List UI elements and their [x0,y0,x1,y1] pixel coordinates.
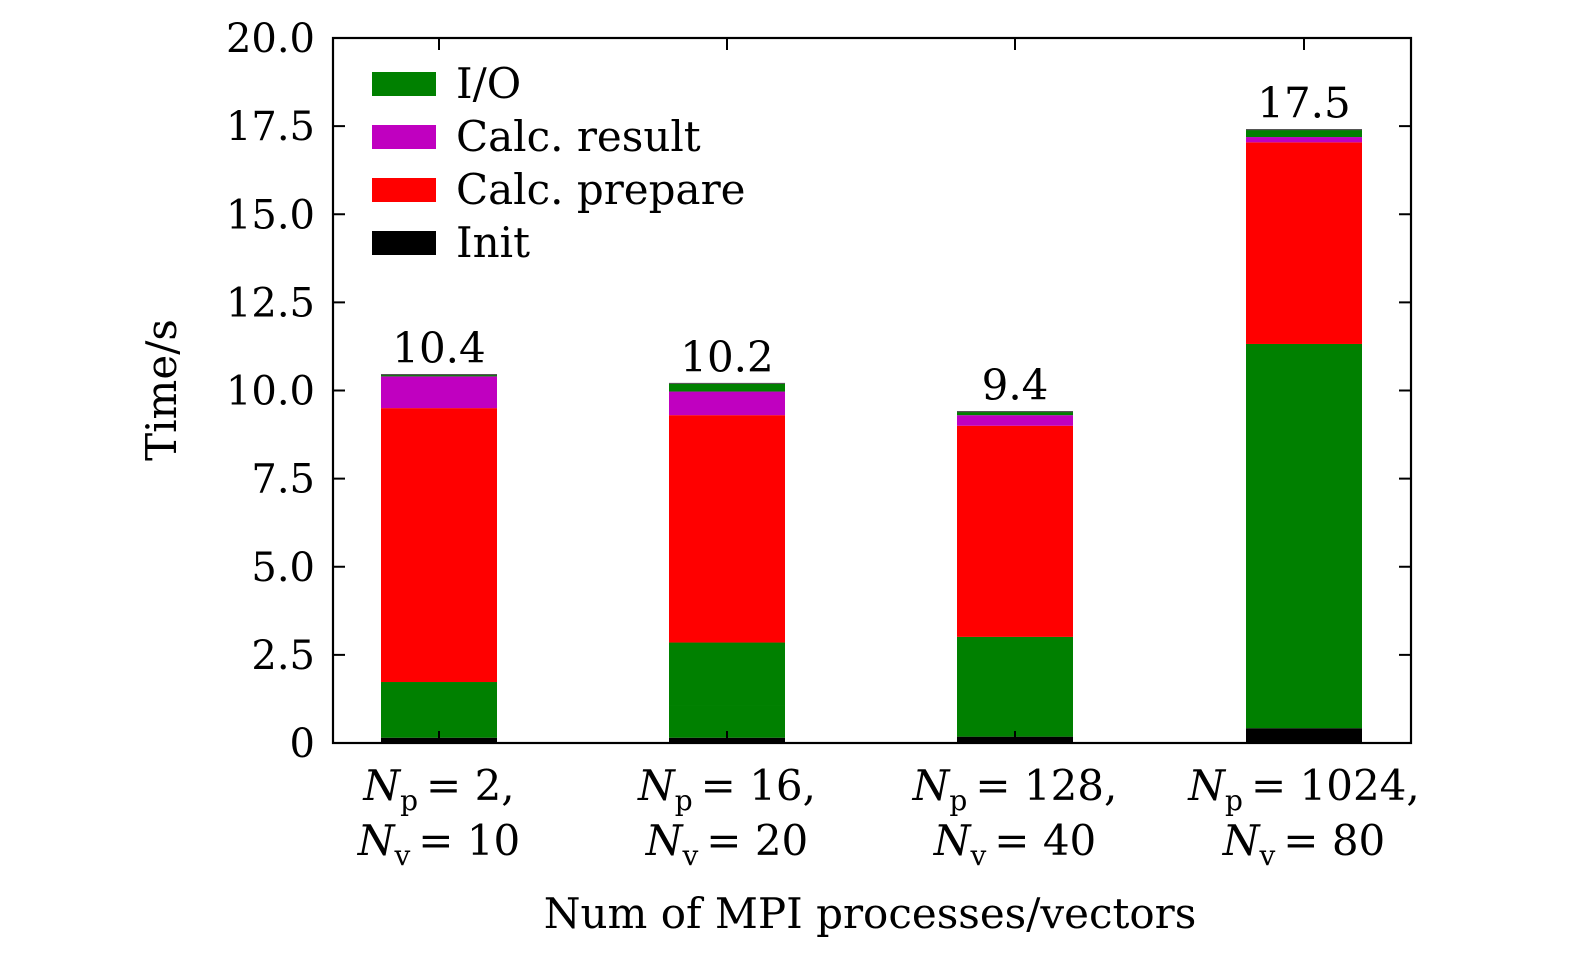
category-value: = 20 [706,816,808,865]
category-subscript: v [1258,839,1275,872]
bar-segment-calc-result-1 [669,391,785,416]
bar-segment-i-o-0 [381,374,497,377]
bar-segment-i-o-3 [1246,343,1362,729]
bar-segment-i-o-1 [669,642,785,706]
legend-label: Calc. result [456,112,701,161]
category-subscript: v [969,839,986,872]
category-subscript: p [1225,784,1243,817]
category-value: = 2, [426,761,515,810]
bar-segment-i-o-1 [669,383,785,392]
category-symbol: N [362,761,401,810]
bar-segment-calc-prepare-0 [381,408,497,683]
bar-segment-calc-prepare-1 [669,415,785,643]
category-symbol: N [357,816,396,865]
category-symbol: N [912,761,951,810]
x-category-label-np: Np = 2, [362,761,514,817]
category-symbol: N [637,761,676,810]
category-value: = 80 [1283,816,1385,865]
bar-segment-calc-result-0 [381,376,497,409]
bar-segment-calc-prepare-3 [1246,142,1362,344]
legend-swatch [372,72,436,96]
y-tick-label: 10.0 [226,369,315,415]
category-symbol: N [933,816,972,865]
category-subscript: p [675,784,693,817]
bars-layer [381,129,1362,743]
category-symbol: N [645,816,684,865]
bar-segment-i-o-0 [381,682,497,738]
y-tick-label: 5.0 [251,545,315,591]
bar-total-label: 9.4 [982,361,1049,410]
x-category-label-nv: Nv = 20 [645,816,809,872]
x-category-label-nv: Nv = 40 [933,816,1097,872]
category-value: = 1024, [1251,761,1420,810]
y-tick-label: 0 [290,721,315,767]
category-subscript: v [393,839,410,872]
x-category-label-nv: Nv = 80 [1222,816,1386,872]
bar-segment-calc-result-3 [1246,137,1362,143]
plot-frame [331,36,1413,745]
x-axis-title: Num of MPI processes/vectors [544,889,1197,938]
category-value: = 16, [701,761,816,810]
x-category-label-nv: Nv = 10 [357,816,521,872]
y-axis-title: Time/s [137,319,186,461]
y-tick-label: 20.0 [226,16,315,62]
x-category-label-np: Np = 16, [637,761,816,817]
bar-segment-calc-prepare-2 [957,425,1073,637]
legend-label: Init [456,218,530,267]
y-axis-ticks: 0 2.5 5.0 7.5 10.0 12.5 15.0 17.5 20.0 [226,16,1411,767]
bar-total-label: 10.4 [392,324,486,373]
y-tick-label: 2.5 [251,633,315,679]
legend-swatch [372,178,436,202]
category-symbol: N [1222,816,1261,865]
legend-label: I/O [456,59,521,108]
y-tick-label: 17.5 [226,104,315,150]
bar-segment-i-o-2 [957,636,1073,737]
total-labels: 10.4 10.2 9.4 17.5 [392,79,1351,410]
x-category-label-np: Np = 128, [912,761,1118,817]
category-subscript: p [949,784,967,817]
category-subscript: p [400,784,418,817]
y-tick-label: 7.5 [251,457,315,503]
y-tick-label: 12.5 [226,280,315,326]
legend-swatch [372,125,436,149]
y-tick-label: 15.0 [226,192,315,238]
legend-label: Calc. prepare [456,165,746,214]
category-value: = 40 [994,816,1096,865]
category-value: = 10 [418,816,520,865]
x-category-label-np: Np = 1024, [1187,761,1419,817]
legend-swatch [372,231,436,255]
category-value: = 128, [975,761,1117,810]
category-symbol: N [1187,761,1226,810]
bar-total-label: 17.5 [1257,79,1351,128]
bar-segment-calc-result-2 [957,415,1073,426]
bar-total-label: 10.2 [680,332,774,381]
bar-segment-i-o-3 [1246,129,1362,138]
category-subscript: v [681,839,698,872]
bar-segment-i-o-2 [957,411,1073,416]
